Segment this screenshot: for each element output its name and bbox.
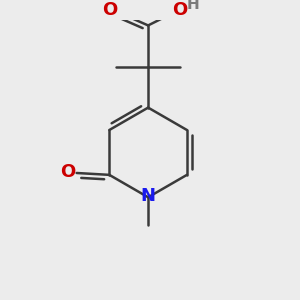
Text: O: O bbox=[172, 2, 188, 20]
Text: O: O bbox=[102, 2, 118, 20]
Text: O: O bbox=[61, 163, 76, 181]
Text: N: N bbox=[141, 187, 156, 205]
Text: H: H bbox=[187, 0, 199, 12]
